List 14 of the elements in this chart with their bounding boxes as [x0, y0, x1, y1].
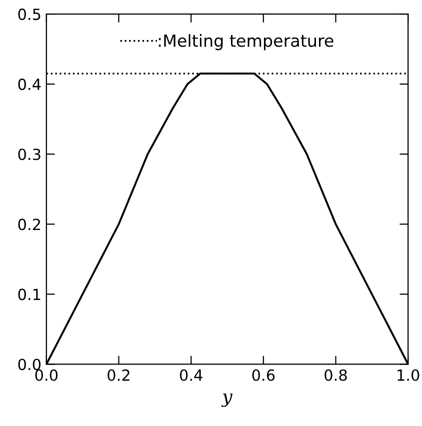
x-tick-label: 0.2 — [108, 369, 130, 381]
x-axis-title: y — [221, 394, 233, 407]
x-tick-label: 0.0 — [35, 369, 58, 381]
y-tick-label: 0.0 — [18, 358, 41, 370]
legend-label: :Melting temperature — [158, 34, 334, 50]
x-tick-label: 0.8 — [324, 369, 347, 381]
y-tick-label: 0.2 — [18, 218, 40, 230]
y-tick-label: 0.4 — [18, 78, 41, 90]
x-tick-label: 0.4 — [180, 369, 202, 381]
y-tick-label: 0.3 — [18, 148, 40, 160]
x-tick-label: 0.6 — [252, 369, 275, 381]
y-tick-label: 0.1 — [18, 288, 40, 300]
y-tick-label: 0.5 — [18, 8, 40, 20]
x-tick-label: 1.0 — [398, 369, 420, 381]
